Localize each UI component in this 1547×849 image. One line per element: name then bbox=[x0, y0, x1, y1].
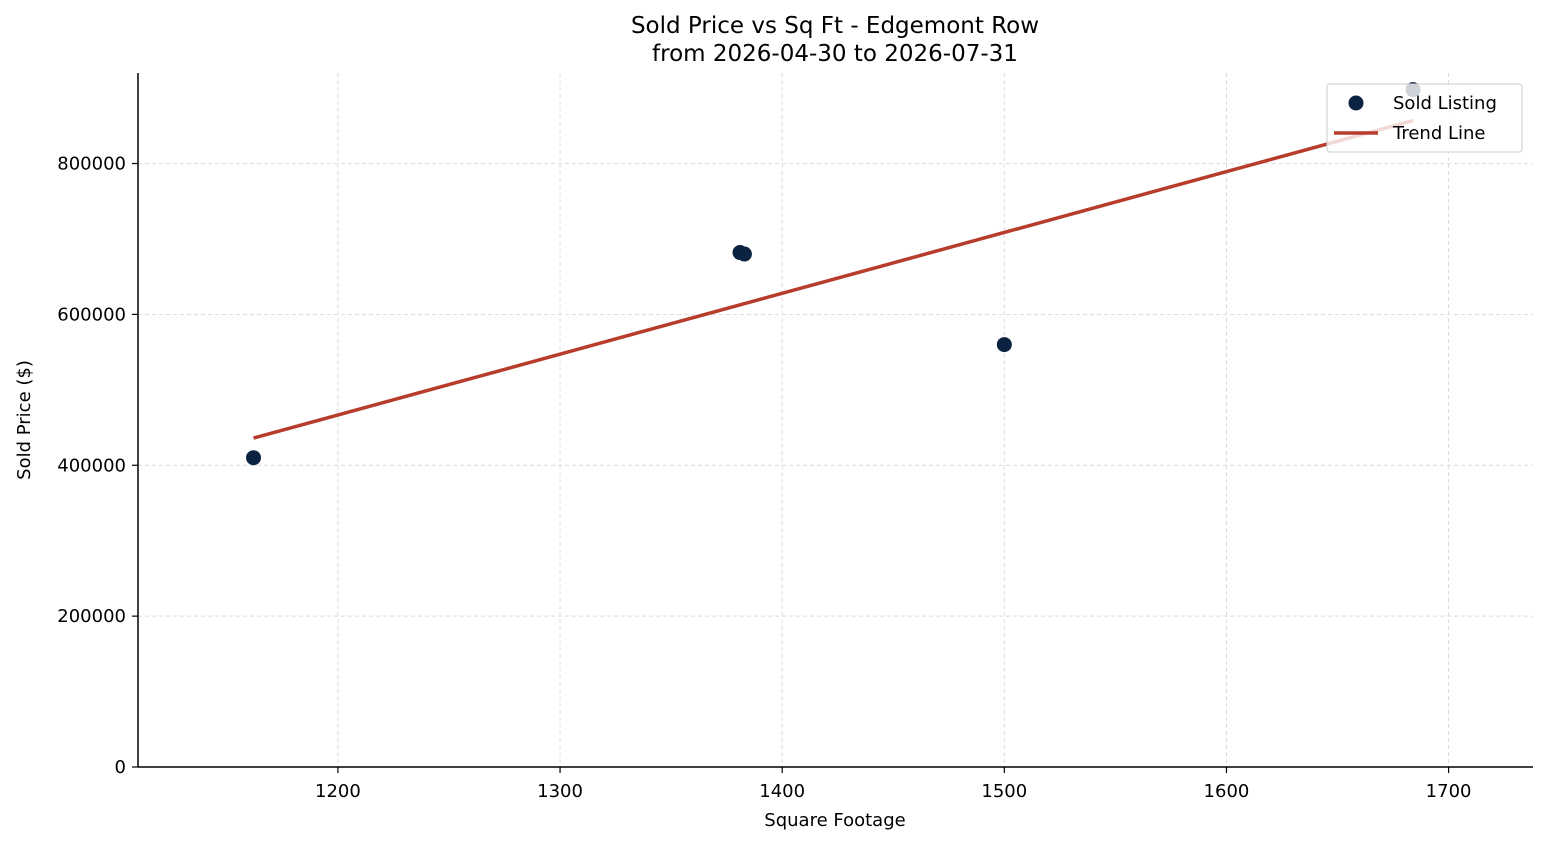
legend-label: Trend Line bbox=[1392, 123, 1486, 144]
chart-title: Sold Price vs Sq Ft - Edgemont Row bbox=[631, 13, 1039, 39]
axis-ticks: 1200 1300 1400 1500 1600 1700 0 200000 400000 600… bbox=[57, 154, 1471, 802]
data-series bbox=[246, 82, 1421, 466]
y-tick-label: 600000 bbox=[57, 304, 126, 325]
data-point bbox=[996, 337, 1012, 353]
data-point bbox=[246, 450, 262, 466]
y-tick-label: 200000 bbox=[57, 606, 126, 627]
x-tick-label: 1400 bbox=[759, 781, 805, 802]
chart-subtitle: from 2026-04-30 to 2026-07-31 bbox=[652, 41, 1018, 67]
data-point bbox=[736, 246, 752, 262]
x-axis-label: Square Footage bbox=[764, 810, 905, 831]
x-tick-label: 1200 bbox=[315, 781, 361, 802]
grid-lines bbox=[138, 73, 1533, 767]
y-tick-label: 400000 bbox=[57, 455, 126, 476]
trend-line bbox=[253, 118, 1414, 440]
legend-label: Sold Listing bbox=[1393, 93, 1497, 114]
y-tick-label: 800000 bbox=[57, 154, 126, 175]
x-tick-label: 1700 bbox=[1426, 781, 1472, 802]
legend-marker-scatter bbox=[1348, 95, 1364, 111]
axes bbox=[137, 73, 1533, 768]
x-tick-label: 1600 bbox=[1204, 781, 1250, 802]
y-tick-label: 0 bbox=[115, 757, 126, 778]
legend: Sold Listing Trend Line bbox=[1326, 83, 1523, 153]
legend-box bbox=[1326, 83, 1523, 153]
x-tick-label: 1300 bbox=[537, 781, 583, 802]
x-tick-label: 1500 bbox=[981, 781, 1027, 802]
y-axis-label: Sold Price ($) bbox=[14, 360, 35, 480]
